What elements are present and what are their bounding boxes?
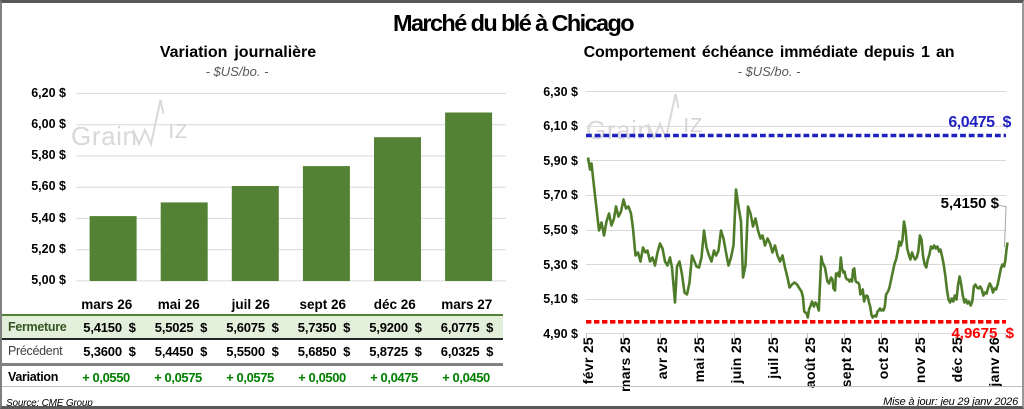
svg-text:Grain: Grain (71, 121, 138, 151)
svg-text:IZ: IZ (169, 121, 189, 143)
